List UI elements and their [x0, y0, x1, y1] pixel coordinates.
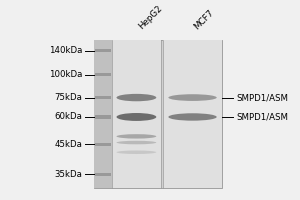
Text: 35kDa: 35kDa [55, 170, 83, 179]
Ellipse shape [116, 134, 156, 139]
Text: 100kDa: 100kDa [49, 70, 82, 79]
Bar [94, 40, 112, 188]
Text: 140kDa: 140kDa [49, 46, 82, 55]
Text: SMPD1/ASM: SMPD1/ASM [236, 112, 288, 121]
Text: HepG2: HepG2 [136, 4, 164, 31]
Bar [95, 143, 111, 146]
Ellipse shape [168, 113, 217, 121]
Bar [95, 73, 111, 76]
Bar [112, 40, 160, 188]
Text: MCF7: MCF7 [193, 8, 216, 31]
Bar [95, 115, 111, 119]
Text: 75kDa: 75kDa [55, 93, 83, 102]
Bar [94, 40, 222, 188]
Bar [95, 49, 111, 52]
Ellipse shape [168, 94, 217, 101]
Bar [164, 40, 222, 188]
Ellipse shape [116, 141, 156, 144]
Ellipse shape [116, 94, 156, 101]
Ellipse shape [116, 150, 156, 154]
Bar [95, 173, 111, 176]
Bar [95, 96, 111, 99]
Text: SMPD1/ASM: SMPD1/ASM [236, 93, 288, 102]
Ellipse shape [116, 113, 156, 121]
Text: 60kDa: 60kDa [55, 112, 83, 121]
Text: 45kDa: 45kDa [55, 140, 83, 149]
